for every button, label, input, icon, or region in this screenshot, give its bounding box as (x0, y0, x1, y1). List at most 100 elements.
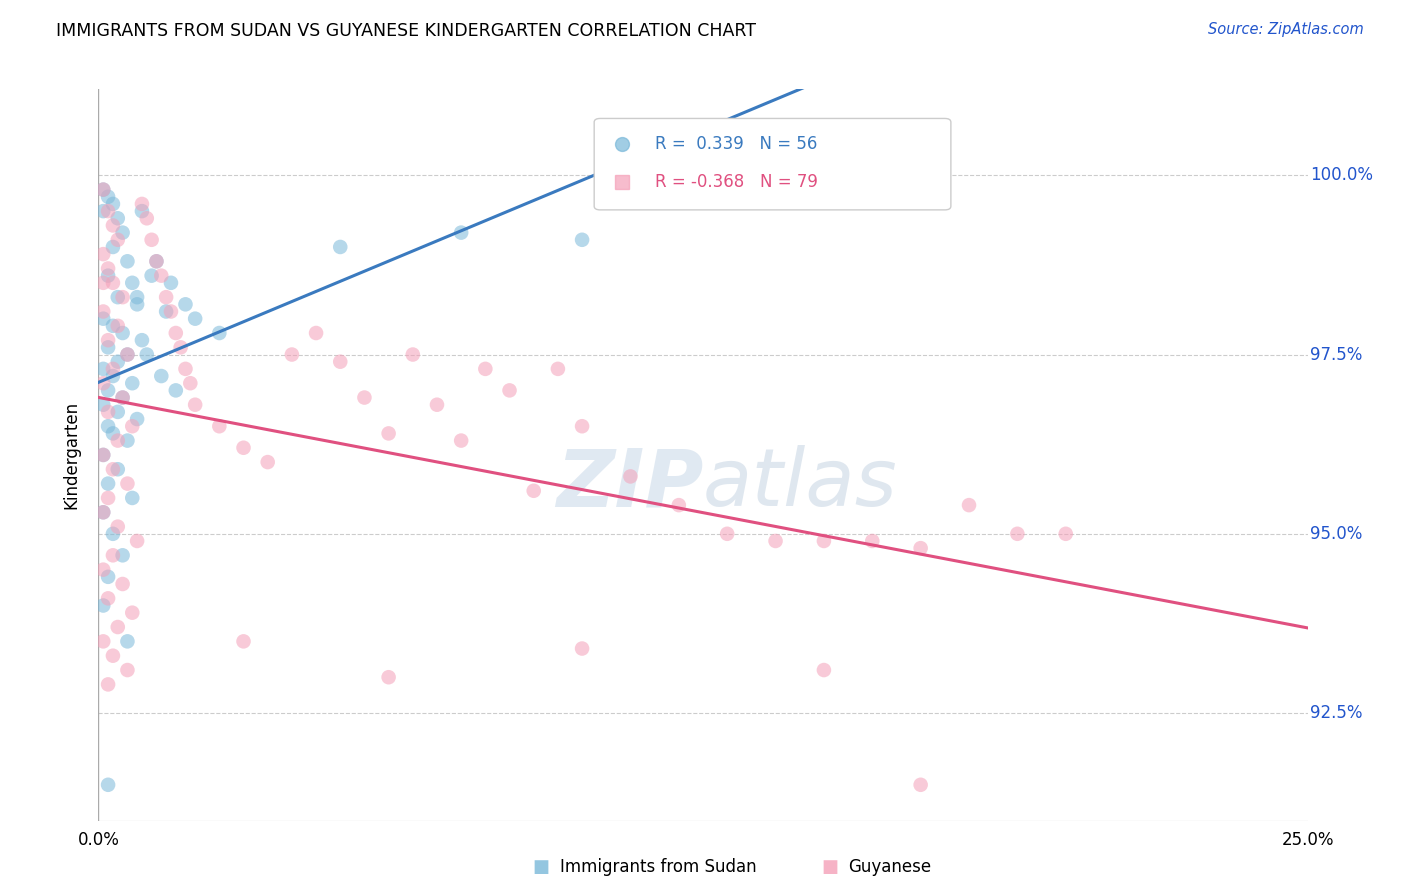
Point (208, 326, 231, 340)
Point (474, 362, 496, 376)
Point (97, 190, 120, 204)
Point (97, 677, 120, 691)
Point (101, 240, 124, 254)
Point (165, 326, 187, 340)
Point (97, 384, 120, 398)
Point (91, 599, 114, 613)
Point (121, 419, 143, 434)
Point (107, 620, 129, 634)
Point (107, 519, 129, 533)
Point (91, 634, 114, 648)
Point (101, 526, 124, 541)
Point (145, 254, 167, 268)
Point (184, 311, 207, 326)
Point (450, 434, 472, 448)
Point (111, 549, 134, 563)
Point (117, 663, 139, 677)
Point (91, 563, 114, 577)
Point (107, 405, 129, 419)
Point (668, 498, 690, 512)
Point (107, 434, 129, 448)
Point (107, 354, 129, 368)
Point (174, 362, 197, 376)
Point (1054, 526, 1077, 541)
Point (160, 304, 183, 318)
Point (91, 376, 114, 391)
Point (160, 276, 183, 290)
Point (91, 204, 114, 219)
Point (571, 641, 593, 656)
Point (107, 318, 129, 333)
Point (571, 233, 593, 247)
Point (101, 648, 124, 663)
Point (111, 326, 134, 340)
Text: ZIP: ZIP (555, 445, 703, 524)
Point (150, 268, 173, 283)
Point (97, 591, 120, 606)
Point (547, 362, 569, 376)
Point (208, 419, 231, 434)
Point (91, 304, 114, 318)
Point (101, 549, 124, 563)
Point (329, 240, 352, 254)
Point (91, 183, 114, 197)
Point (111, 290, 134, 304)
Point (127, 533, 149, 548)
Point (101, 276, 124, 290)
Point (91, 505, 114, 519)
Point (127, 290, 149, 304)
Point (127, 297, 149, 311)
Point (377, 670, 399, 684)
Text: 95.0%: 95.0% (1310, 524, 1362, 543)
Point (135, 211, 157, 226)
Text: R =  0.339   N = 56: R = 0.339 N = 56 (655, 135, 817, 153)
FancyBboxPatch shape (595, 119, 950, 210)
Point (131, 204, 153, 219)
Point (121, 376, 143, 391)
Point (523, 483, 546, 498)
Point (150, 369, 173, 384)
Point (498, 384, 520, 398)
Point (117, 347, 139, 361)
Point (135, 347, 157, 361)
Point (107, 233, 129, 247)
Point (179, 376, 201, 391)
Text: atlas: atlas (703, 445, 898, 524)
Point (101, 462, 124, 476)
Point (91, 362, 114, 376)
Text: Immigrants from Sudan: Immigrants from Sudan (560, 858, 756, 876)
Point (131, 197, 153, 211)
Point (121, 491, 143, 505)
Point (97, 778, 120, 792)
Point (91, 448, 114, 462)
Point (121, 606, 143, 620)
Point (101, 362, 124, 376)
Point (97, 491, 120, 505)
Point (111, 226, 134, 240)
Point (101, 426, 124, 441)
Point (101, 219, 124, 233)
Point (256, 455, 278, 469)
Point (101, 197, 124, 211)
Y-axis label: Kindergarten: Kindergarten (62, 401, 80, 509)
Point (117, 254, 139, 268)
Text: 97.5%: 97.5% (1310, 345, 1362, 364)
Point (91, 398, 114, 412)
Point (127, 412, 149, 426)
Text: 92.5%: 92.5% (1310, 704, 1362, 723)
Point (571, 419, 593, 434)
Point (910, 778, 932, 792)
Point (111, 577, 134, 591)
Point (145, 254, 167, 268)
Point (97, 419, 120, 434)
Point (91, 276, 114, 290)
Point (97, 261, 120, 276)
Text: 0.0%: 0.0% (77, 831, 120, 849)
Point (450, 226, 472, 240)
Point (165, 384, 187, 398)
Point (131, 333, 153, 347)
Point (101, 318, 124, 333)
Point (97, 204, 120, 219)
Point (169, 340, 191, 354)
Point (329, 354, 352, 368)
